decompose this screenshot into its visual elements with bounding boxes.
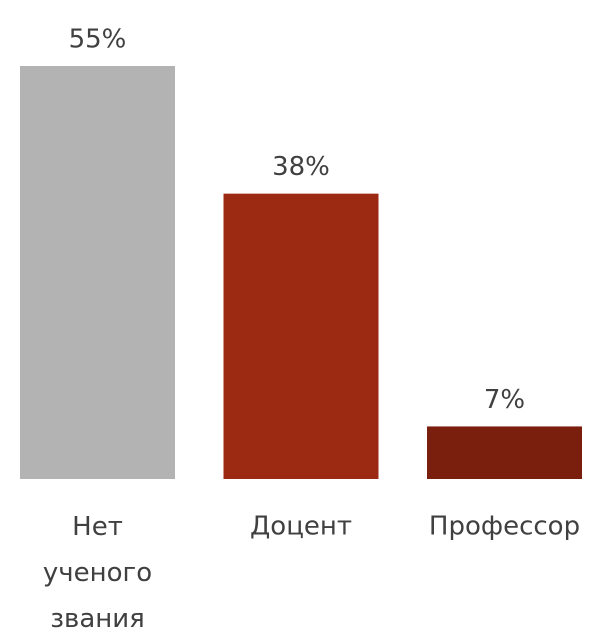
data-label: 38% [272,152,330,182]
x-tick-label: Нет ученого звания [43,512,152,634]
data-label: 55% [69,25,127,55]
bar [223,193,379,479]
bar [20,66,175,479]
bar [427,426,582,479]
x-tick-label: Доцент [250,512,352,542]
x-tick-label: Профессор [429,512,580,542]
data-label: 7% [484,385,525,415]
